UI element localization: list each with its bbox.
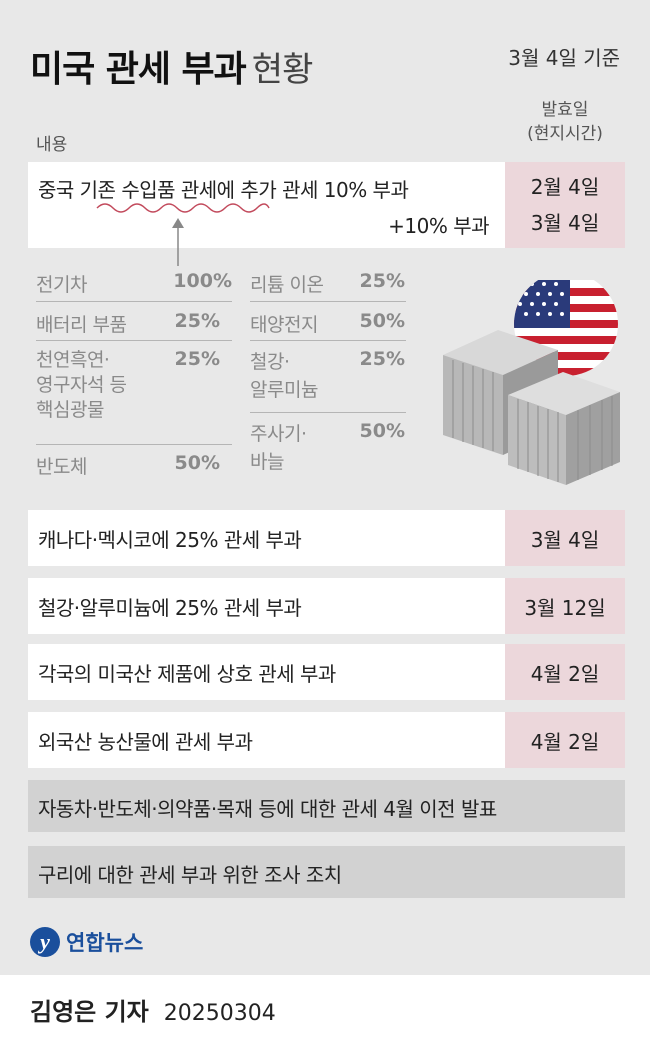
tariff-item-steel-line2: 알루미늄 [250,379,318,401]
china-date2: 3월 4일 [530,211,600,235]
announcement-row-autos: 자동차·반도체·의약품·목재 등에 대한 관세 4월 이전 발표 [28,780,625,832]
tariff-item-syringe: 주사기· 바늘 [250,420,307,476]
tariff-row-reciprocal: 각국의 미국산 제품에 상호 관세 부과 4월 2일 [28,644,625,700]
reporter-credit: 김영은 기자 20250304 [30,992,276,1027]
footer-bar [0,975,650,1038]
reporter-date: 20250304 [163,1001,276,1026]
divider [36,444,232,445]
tariff-item-ev: 전기차 [36,274,87,296]
divider [250,340,406,341]
yonhap-logo-icon: y [30,927,60,957]
title-sub: 현황 [251,50,314,90]
row-text: 구리에 대한 관세 부과 위한 조사 조치 [38,863,342,887]
tariff-item-minerals-line3: 핵심광물 [36,399,104,421]
row-text: 자동차·반도체·의약품·목재 등에 대한 관세 4월 이전 발표 [38,797,497,821]
china-date-box: 2월 4일 3월 4일 [505,162,625,248]
tariff-item-minerals-line2: 영구자석 등 [36,374,127,396]
china-date1: 2월 4일 [530,175,600,199]
divider [250,301,406,302]
china-tariff-row: 중국 기존 수입품 관세에 추가 관세 10% 부과 +10% 부과 2월 4일… [28,162,625,248]
tariff-item-steel-line1: 철강· [250,351,290,373]
row-text: 각국의 미국산 제품에 상호 관세 부과 [38,662,336,686]
tariff-item-semiconductor: 반도체 [36,456,87,478]
china-line2: +10% 부과 [388,214,489,238]
header-date-line1: 발효일 [541,100,589,120]
tariff-rate-syringe: 50% [359,420,405,442]
divider [36,301,232,302]
svg-text:y: y [37,929,50,954]
page-title: 미국 관세 부과 현황 [30,40,314,92]
tariff-item-minerals: 천연흑연· 영구자석 등 핵심광물 [36,348,127,423]
tariff-row-canada-mexico: 캐나다·멕시코에 25% 관세 부과 3월 4일 [28,510,625,566]
wavy-underline-arrow-icon [96,203,270,266]
tariff-row-agriculture: 외국산 농산물에 관세 부과 4월 2일 [28,712,625,768]
us-flag-containers-illustration [443,280,620,485]
tariff-item-syringe-line2: 바늘 [250,451,284,473]
announcement-row-copper: 구리에 대한 관세 부과 위한 조사 조치 [28,846,625,898]
header-date-line2: (현지시간) [527,124,603,144]
row-text: 철강·알루미늄에 25% 관세 부과 [38,596,302,620]
reporter-name: 김영은 기자 [30,998,149,1026]
row-text: 캐나다·멕시코에 25% 관세 부과 [38,528,302,552]
yonhap-logo-text: 연합뉴스 [66,931,144,955]
header-content: 내용 [36,135,68,155]
china-line1: 중국 기존 수입품 관세에 추가 관세 10% 부과 [38,178,409,202]
tariff-rate-ev: 100% [173,270,232,292]
tariff-row-steel-aluminum: 철강·알루미늄에 25% 관세 부과 3월 12일 [28,578,625,634]
tariff-rate-minerals: 25% [174,348,220,370]
tariff-rate-steel: 25% [359,348,405,370]
tariff-item-minerals-line1: 천연흑연· [36,349,110,371]
yonhap-logo: y 연합뉴스 [28,925,143,959]
tariff-item-steel: 철강· 알루미늄 [250,348,318,404]
row-date: 4월 2일 [505,644,625,700]
tariff-rate-solar: 50% [359,310,405,332]
tariff-rate-battery: 25% [174,310,220,332]
tariff-rate-semiconductor: 50% [174,452,220,474]
divider [36,340,232,341]
tariff-item-syringe-line1: 주사기· [250,423,307,445]
tariff-rate-lithium: 25% [359,270,405,292]
header-effective-date: 발효일 (현지시간) [505,98,625,146]
row-date: 3월 4일 [505,510,625,566]
tariff-item-solar: 태양전지 [250,314,318,336]
tariff-item-lithium: 리튬 이온 [250,274,324,296]
row-date: 4월 2일 [505,712,625,768]
divider [250,412,406,413]
tariff-item-battery: 배터리 부품 [36,314,127,336]
title-main: 미국 관세 부과 [30,49,247,90]
row-text: 외국산 농산물에 관세 부과 [38,730,253,754]
as-of-date: 3월 4일 기준 [508,46,620,70]
row-date: 3월 12일 [505,578,625,634]
